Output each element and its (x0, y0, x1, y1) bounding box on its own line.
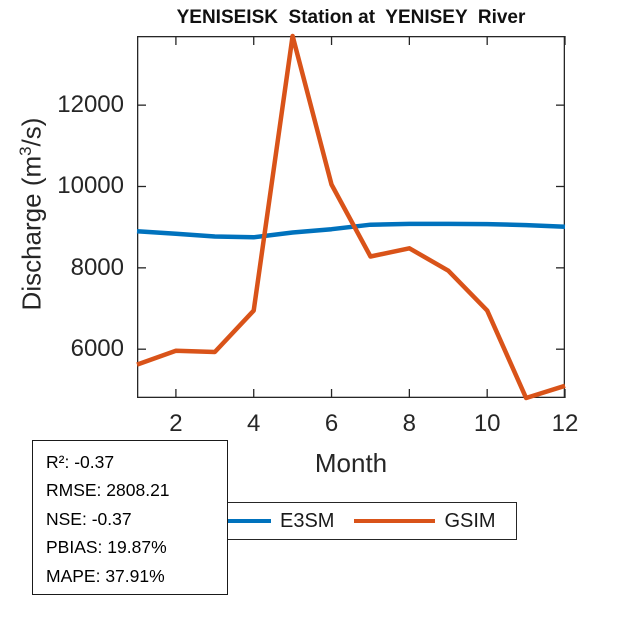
x-tick-label: 4 (247, 410, 261, 437)
chart-title: YENISEISK Station at YENISEY River (176, 7, 526, 28)
y-axis-label-unit: /s) (16, 117, 47, 147)
stat-mape: MAPE: 37.91% (46, 565, 165, 586)
legend-label-gsim: GSIM (444, 509, 496, 532)
e3sm-line (136, 221, 566, 240)
stat-nse: NSE: -0.37 (46, 508, 132, 529)
y-tick-label: 10000 (57, 172, 124, 200)
x-tick-label: 12 (551, 410, 579, 437)
gsim-line (136, 33, 566, 401)
stat-r2: R²: -0.37 (46, 452, 115, 472)
legend-item-gsim: GSIM (354, 509, 496, 533)
y-tick-label: 12000 (57, 91, 124, 119)
stats-box: R²: -0.37 RMSE: 2808.21 NSE: -0.37 PBIAS… (32, 440, 228, 595)
y-tick-label: 6000 (70, 335, 124, 363)
y-tick-label: 8000 (70, 253, 124, 281)
x-tick-label: 2 (169, 410, 183, 437)
x-tick-label: 8 (402, 410, 417, 437)
x-axis-label: Month (314, 448, 388, 478)
gsim-line-swatch (354, 518, 436, 524)
stat-rmse: RMSE: 2808.21 (46, 480, 170, 501)
stat-pbias: PBIAS: 19.87% (46, 537, 167, 558)
e3sm-line-swatch (190, 518, 271, 524)
legend-item-e3sm: E3SM (190, 510, 334, 533)
plot-area (136, 33, 566, 401)
x-tick-label: 10 (473, 410, 501, 437)
x-tick-label: 6 (324, 410, 339, 437)
axes-box (136, 35, 566, 399)
legend: E3SM GSIM (181, 502, 517, 540)
legend-label-e3sm: E3SM (280, 509, 335, 532)
y-axis-label-superscript: 3 (16, 146, 35, 156)
